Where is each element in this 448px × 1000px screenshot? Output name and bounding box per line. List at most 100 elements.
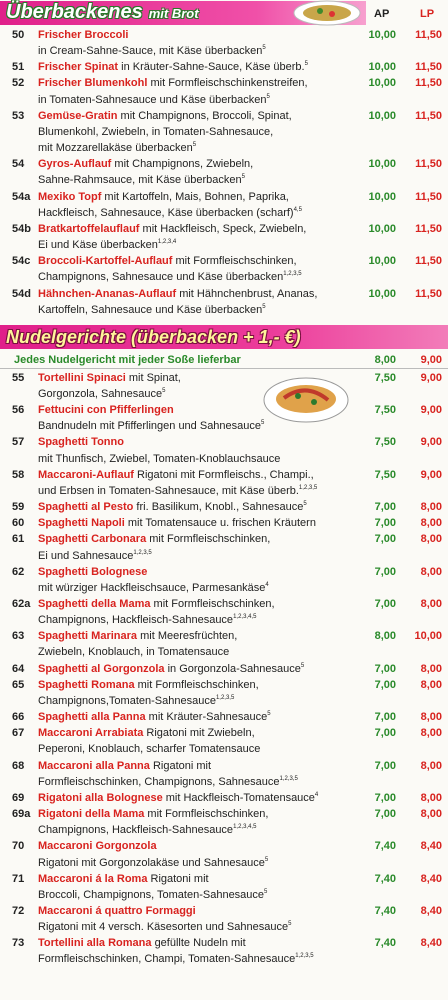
allergen-note: 1,2,3,5: [215, 694, 235, 701]
allergen-note: 5: [288, 921, 292, 928]
item-number: 54a: [12, 190, 31, 203]
item-line: Champignons, Sahnesauce und Käse überbac…: [38, 269, 352, 285]
price-ap: 7,40: [374, 872, 396, 885]
item-description: mit Meeresfrüchten,: [140, 630, 238, 643]
item-line: Champignons, Hackfleisch-Sahnesauce1,2,3…: [38, 612, 352, 628]
food-photo: [293, 0, 361, 26]
item-number: 59: [12, 501, 25, 514]
item-number: 60: [12, 517, 25, 530]
item-name: Frischer Broccoli: [38, 29, 129, 41]
price-ap: 7,00: [374, 517, 396, 530]
item-line: Maccaroni á la Roma Rigatoni mit: [38, 871, 352, 887]
item-name: Spaghetti Carbonara: [38, 533, 147, 546]
price-ap: 10,00: [368, 255, 396, 268]
price-ap: 7,00: [374, 533, 396, 546]
item-description: mit Champignons, Zwiebeln,: [114, 158, 254, 171]
price-lp: 11,50: [415, 77, 442, 90]
item-body: Spaghetti Napoli mit Tomatensauce u. fri…: [38, 515, 352, 531]
item-body: Broccoli-Kartoffel-Auflauf mit Formfleis…: [38, 253, 352, 285]
banner: Jedes Nudelgericht mit jeder Soße liefer…: [0, 352, 448, 369]
item-number: 50: [12, 29, 25, 41]
header-bar: [0, 324, 448, 349]
item-number: 54b: [12, 222, 31, 235]
allergen-note: 5: [300, 662, 305, 669]
item-name: Bratkartoffelauflauf: [38, 222, 140, 235]
price-lp: 8,00: [420, 759, 442, 772]
allergen-note: 5: [264, 888, 268, 895]
item-description: mit würziger Hackfleischsauce, Parmesank…: [38, 581, 266, 594]
item-number: 55: [12, 371, 25, 384]
item-line: Spaghetti al Pesto fri. Basilikum, Knobl…: [38, 499, 352, 515]
item-line: mit Thunfisch, Zwiebel, Tomaten-Knoblauc…: [38, 451, 352, 467]
menu-item: 65 Spaghetti Romana mit Formfleischschink…: [0, 677, 448, 709]
menu-item: 71 Maccaroni á la Roma Rigatoni mit Brocco…: [0, 871, 448, 903]
item-line: Champignons, Hackfleisch-Sahnesauce1,2,3…: [38, 822, 352, 838]
item-line: Formfleischschinken, Champi, Tomaten-Sah…: [38, 951, 352, 967]
section-title: Überbackenes mit Brot: [6, 1, 199, 24]
subtitle: mit Brot: [148, 6, 199, 21]
menu-item: 69a Rigatoni della Mama mit Formfleischsc…: [0, 806, 448, 838]
price-ap: 10,00: [368, 190, 396, 203]
item-line: Broccoli, Champignons, Tomaten-Sahnesauc…: [38, 887, 352, 903]
price-ap: 10,00: [368, 287, 396, 300]
item-body: Mexiko Topf mit Kartoffeln, Mais, Bohnen…: [38, 189, 352, 221]
item-line: Spaghetti alla Panna mit Kräuter-Sahnesa…: [38, 709, 352, 725]
item-description: Champignons, Hackfleisch-Sahnesauce: [38, 824, 234, 837]
menu-item: 62a Spaghetti della Mama mit Formfleischs…: [0, 596, 448, 628]
section-header: Nudelgerichte (überbacken + 1,- €): [0, 324, 448, 351]
price-ap: 7,00: [374, 565, 396, 578]
item-number: 51: [12, 61, 25, 74]
item-number: 67: [12, 727, 25, 740]
item-name: Maccaroni alla Panna: [38, 759, 150, 772]
price-lp: 11,50: [415, 222, 442, 235]
price-ap: 7,00: [374, 711, 396, 724]
item-description: Ei und Sahnesauce: [38, 549, 134, 562]
item-number: 54c: [12, 255, 31, 268]
allergen-note: 5: [267, 711, 271, 718]
item-description: Kartoffeln, Sahnesauce und Käse überback…: [38, 303, 263, 316]
allergen-note: 4: [314, 791, 319, 798]
item-line: Fettucini con Pfifferlingen: [38, 402, 352, 418]
column-lp: LP: [420, 8, 435, 20]
item-line: Rigatoni mit Gorgonzolakäse und Sahnesau…: [38, 855, 352, 871]
price-lp: 11,50: [415, 158, 442, 171]
allergen-note: 5: [266, 93, 270, 100]
item-number: 65: [12, 678, 25, 691]
menu-item: 68 Maccaroni alla Panna Rigatoni mit Formf…: [0, 758, 448, 790]
item-line: Maccaroni Gorgonzola: [38, 838, 352, 854]
item-description: Rigatoni mit: [150, 872, 209, 885]
item-number: 66: [12, 711, 25, 724]
item-line: Rigatoni della Mama mit Formfleischschin…: [38, 806, 352, 822]
menu-item: 54b Bratkartoffelauflauf mit Hackfleisch,…: [0, 221, 448, 253]
menu-item: 54 Gyros-Auflauf mit Champignons, Zwiebel…: [0, 156, 448, 188]
item-line: Spaghetti Bolognese: [38, 564, 352, 580]
item-line: Spaghetti Tonno: [38, 434, 352, 450]
item-body: Gemüse-Gratin mit Champignons, Broccoli,…: [38, 108, 352, 156]
item-name: Maccaroni Arrabiata: [38, 727, 144, 740]
allergen-note: 1,2,3,4,5: [233, 824, 257, 831]
item-name: Rigatoni alla Bolognese: [38, 791, 163, 804]
item-body: Bratkartoffelauflauf mit Hackfleisch, Sp…: [38, 221, 352, 253]
item-body: Spaghetti alla Panna mit Kräuter-Sahnesa…: [38, 709, 352, 725]
menu-item: 58 Maccaroni-Auflauf Rigatoni mit Formfle…: [0, 467, 448, 499]
allergen-note: 5: [264, 856, 269, 863]
allergen-note: 5: [304, 61, 308, 68]
allergen-note: 5: [303, 501, 307, 508]
menu-item: 55 Tortellini Spinaci mit Spinat, Gorgonzo…: [0, 370, 448, 402]
item-line: mit würziger Hackfleischsauce, Parmesank…: [38, 580, 352, 596]
item-number: 53: [12, 109, 25, 122]
price-ap: 7,40: [374, 904, 396, 917]
allergen-note: 4,5: [293, 206, 302, 213]
item-line: Maccaroni-Auflauf Rigatoni mit Formfleis…: [38, 467, 352, 483]
item-line: Spaghetti della Mama mit Formfleischschi…: [38, 596, 352, 612]
menu-item: 50 Frischer Broccoli in Cream-Sahne-Sauce,…: [0, 27, 448, 59]
item-line: Champignons,Tomaten-Sahnesauce1,2,3,5: [38, 693, 352, 709]
item-body: Tortellini alla Romana gefüllte Nudeln m…: [38, 935, 352, 967]
price-ap: 7,00: [374, 678, 396, 691]
price-ap: 8,00: [374, 353, 396, 366]
price-lp: 8,00: [420, 517, 442, 530]
item-body: Spaghetti al Pesto fri. Basilikum, Knobl…: [38, 499, 352, 515]
allergen-note: 5: [241, 174, 245, 181]
item-number: 69: [12, 791, 25, 804]
item-line: Ei und Käse überbacken1,2,3,4: [38, 237, 352, 253]
